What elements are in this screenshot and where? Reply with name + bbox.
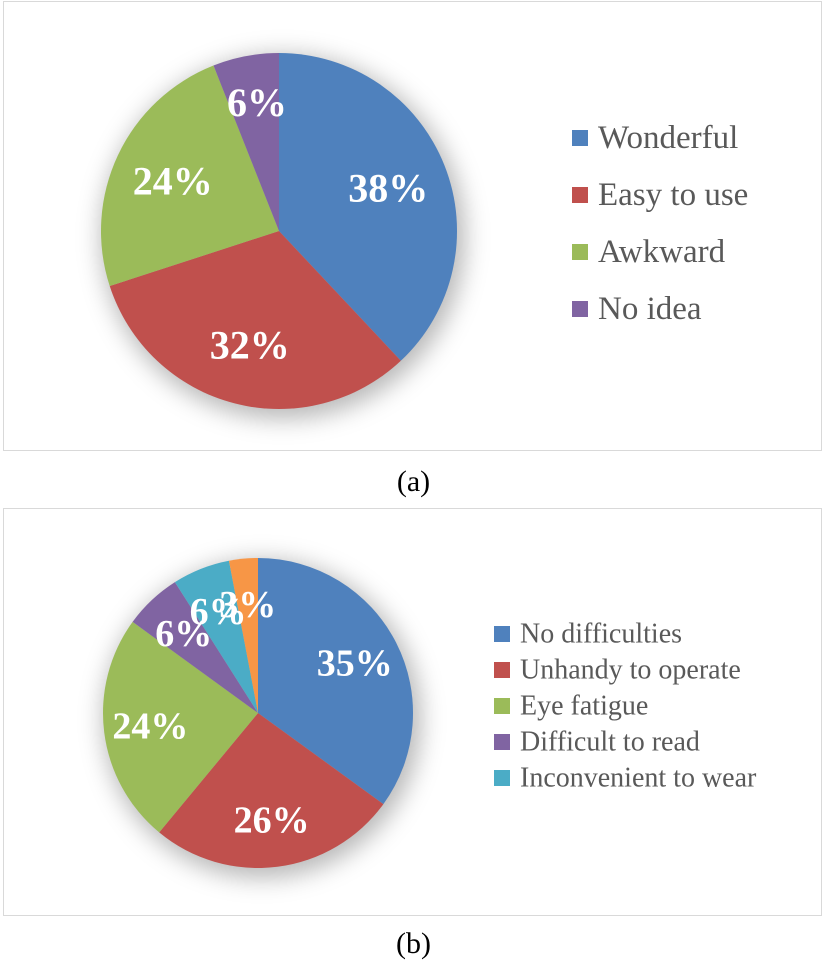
- data-label-no-difficulties: 35%: [317, 643, 393, 685]
- legend-swatch-no-idea: [572, 301, 588, 317]
- pie-chart-b: 35% 26% 24% 6%6%3% No difficulties Unhandy to…: [102, 558, 757, 878]
- legend-swatch-difficult-to-read: [494, 734, 510, 750]
- pie-slice-inconvenient-to-wear: [174, 560, 258, 713]
- legend-swatch-unhandy-to-operate: [494, 662, 510, 678]
- legend-swatch-awkward: [572, 244, 588, 260]
- legend-label-no-difficulties: No difficulties: [520, 619, 682, 650]
- pie-slice-awkward: [100, 65, 280, 287]
- pie-slice-no-idea: [213, 53, 279, 231]
- legend-label-inconvenient-to-wear: Inconvenient to wear: [520, 763, 757, 794]
- legend-label-awkward: Awkward: [598, 234, 726, 270]
- data-label-wonderful: 38%: [348, 165, 428, 210]
- legend-label-unhandy-to-operate: Unhandy to operate: [520, 655, 741, 686]
- caption-a: (a): [396, 465, 431, 498]
- data-label-easy-to-use: 32%: [210, 322, 290, 367]
- pie-slice-difficult-to-read: [132, 582, 258, 713]
- legend-label-wonderful: Wonderful: [598, 120, 738, 156]
- data-label-other: 3%: [219, 584, 276, 626]
- legend-swatch-no-difficulties: [494, 626, 510, 642]
- data-label-no-idea: 6%: [227, 80, 287, 125]
- pie-slice-unhandy-to-operate: [159, 713, 384, 869]
- legend-label-easy-to-use: Easy to use: [598, 177, 748, 213]
- legend-swatch-easy-to-use: [572, 187, 588, 203]
- data-label-eye-fatigue: 24%: [112, 706, 188, 748]
- legend-swatch-inconvenient-to-wear: [494, 770, 510, 786]
- pie-slice-no-difficulties: [258, 558, 414, 805]
- pie-slice-wonderful: [279, 53, 458, 361]
- legend-label-no-idea: No idea: [598, 291, 702, 327]
- data-label-difficult-to-read: 6%: [155, 613, 212, 655]
- data-label-inconvenient-to-wear: 6%: [190, 591, 247, 633]
- pie-slice-easy-to-use: [109, 231, 401, 410]
- legend-label-difficult-to-read: Difficult to read: [520, 727, 700, 758]
- data-label-awkward: 24%: [133, 159, 213, 204]
- pie-slice-eye-fatigue: [102, 621, 259, 833]
- legend-label-eye-fatigue: Eye fatigue: [520, 691, 648, 722]
- caption-b: (b): [396, 927, 431, 960]
- legend-swatch-eye-fatigue: [494, 698, 510, 714]
- legend-swatch-wonderful: [572, 130, 588, 146]
- data-label-unhandy-to-operate: 26%: [234, 800, 310, 842]
- pie-slice-other: [228, 558, 258, 713]
- pie-chart-a: 38% 32% 24% 6% Wonderful Easy to use Awkward No…: [100, 53, 748, 419]
